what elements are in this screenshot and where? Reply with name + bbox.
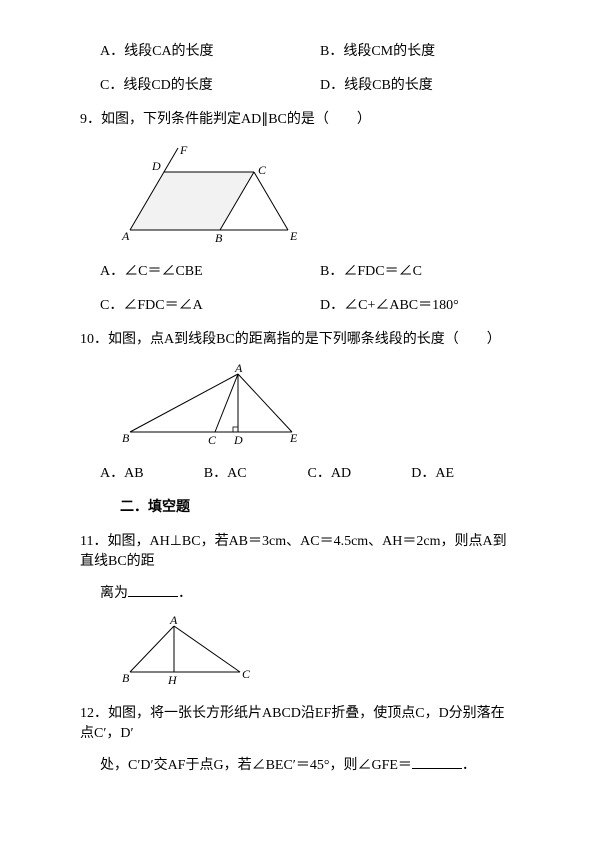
q12-stem: 12．如图，将一张长方形纸片ABCD沿EF折叠，使顶点C，D分别落在点C′，D′… <box>80 702 515 774</box>
q9-b-text: B．∠FDC＝∠C <box>320 264 422 279</box>
label-a: A <box>121 229 130 242</box>
q11-diagram: A B H C <box>120 616 515 684</box>
q9-option-a: A．∠C＝∠CBE <box>100 260 320 280</box>
q-top-options-row1: A．线段CA的长度 B．线段CM的长度 <box>100 40 515 60</box>
q9-svg: A B C D E F <box>120 142 310 242</box>
label-f: F <box>179 143 188 157</box>
q10-b-text: B．AC <box>204 466 247 481</box>
q12-blank <box>412 754 462 769</box>
q12-l2-pre: 处，C′D′交AF于点G，若∠BEC′＝45°，则∠GFE＝ <box>100 758 412 773</box>
q10-option-c: C．AD <box>308 462 412 482</box>
q12-l2-end: ． <box>462 758 476 773</box>
option-b: B．线段CM的长度 <box>320 40 515 60</box>
section-2-text: 二．填空题 <box>120 500 190 515</box>
q9-a-text: A．∠C＝∠CBE <box>100 264 203 279</box>
q10-option-a: A．AB <box>100 462 204 482</box>
q10-d-text: D．AE <box>411 466 454 481</box>
label-a: A <box>169 616 178 627</box>
q9-c-text: C．∠FDC＝∠A <box>100 298 203 313</box>
option-c: C．线段CD的长度 <box>100 74 320 94</box>
q11-stem: 11．如图，AH⊥BC，若AB＝3cm、AC＝4.5cm、AH＝2cm，则点A到… <box>80 530 515 602</box>
label-d: D <box>151 159 161 173</box>
q11-line1: 11．如图，AH⊥BC，若AB＝3cm、AC＝4.5cm、AH＝2cm，则点A到… <box>80 530 515 570</box>
q9-diagram: A B C D E F <box>120 142 515 242</box>
q9-option-d: D．∠C+∠ABC＝180° <box>320 294 515 314</box>
q9-options-row2: C．∠FDC＝∠A D．∠C+∠ABC＝180° <box>100 294 515 314</box>
q10-diagram: A B C D E <box>120 362 515 444</box>
label-c: C <box>242 667 251 681</box>
q11-end: ． <box>178 586 192 601</box>
option-c-text: C．线段CD的长度 <box>100 78 213 93</box>
q9-option-b: B．∠FDC＝∠C <box>320 260 515 280</box>
q11-blank <box>128 582 178 597</box>
label-b: B <box>122 671 130 684</box>
label-a: A <box>234 362 243 375</box>
q9-option-c: C．∠FDC＝∠A <box>100 294 320 314</box>
q11-line2: 离为 ． <box>100 582 515 602</box>
label-c: C <box>208 433 217 444</box>
q10-svg: A B C D E <box>120 362 310 444</box>
label-d: D <box>233 433 243 444</box>
q9-stem: 9．如图，下列条件能判定AD∥BC的是（ ） <box>80 108 515 128</box>
option-d: D．线段CB的长度 <box>320 74 515 94</box>
q12-line2: 处，C′D′交AF于点G，若∠BEC′＝45°，则∠GFE＝ ． <box>100 754 515 774</box>
label-b: B <box>122 431 130 444</box>
q9-stem-text: 9．如图，下列条件能判定AD∥BC的是（ ） <box>80 112 371 127</box>
q10-option-d: D．AE <box>411 462 515 482</box>
q10-a-text: A．AB <box>100 466 144 481</box>
label-e: E <box>289 431 298 444</box>
q10-c-text: C．AD <box>308 466 352 481</box>
option-a: A．线段CA的长度 <box>100 40 320 60</box>
section-2-title: 二．填空题 <box>120 496 515 516</box>
label-h: H <box>167 673 178 684</box>
q11-svg: A B H C <box>120 616 260 684</box>
label-c: C <box>258 163 267 177</box>
q10-stem-text: 10．如图，点A到线段BC的距离指的是下列哪条线段的长度（ ） <box>80 332 501 347</box>
label-b: B <box>215 231 223 242</box>
q10-option-b: B．AC <box>204 462 308 482</box>
q12-line1: 12．如图，将一张长方形纸片ABCD沿EF折叠，使顶点C，D分别落在点C′，D′ <box>80 702 515 742</box>
q12-l1: 12．如图，将一张长方形纸片ABCD沿EF折叠，使顶点C，D分别落在点C′，D′ <box>80 706 505 741</box>
q9-options-row1: A．∠C＝∠CBE B．∠FDC＝∠C <box>100 260 515 280</box>
label-e: E <box>289 229 298 242</box>
q9-d-text: D．∠C+∠ABC＝180° <box>320 298 459 313</box>
option-b-text: B．线段CM的长度 <box>320 44 435 59</box>
q10-stem: 10．如图，点A到线段BC的距离指的是下列哪条线段的长度（ ） <box>80 328 515 348</box>
option-a-text: A．线段CA的长度 <box>100 44 214 59</box>
q10-options: A．AB B．AC C．AD D．AE <box>100 462 515 482</box>
q11-pre: 11．如图，AH⊥BC，若AB＝3cm、AC＝4.5cm、AH＝2cm，则点A到… <box>80 534 507 569</box>
q11-post: 离为 <box>100 586 128 601</box>
q-top-options-row2: C．线段CD的长度 D．线段CB的长度 <box>100 74 515 94</box>
option-d-text: D．线段CB的长度 <box>320 78 433 93</box>
